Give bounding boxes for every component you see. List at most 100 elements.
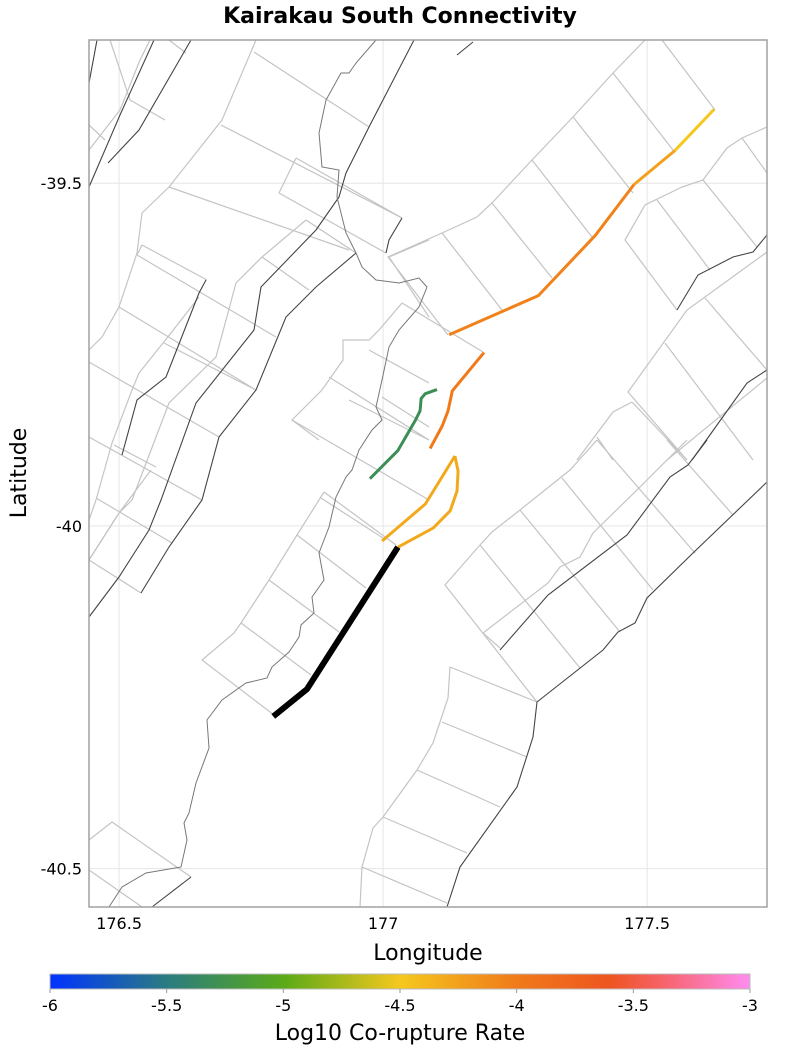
connected-section: [632, 149, 677, 186]
fault-section-outline: [416, 769, 501, 808]
fault-section-outline: [240, 622, 312, 676]
fault-section-outline: [479, 544, 581, 669]
fault-trace: [385, 217, 403, 254]
colorbar-tick-label: -3.5: [618, 996, 649, 1015]
fault-section-outline: [572, 116, 634, 194]
colorbar-tick-label: -5: [275, 996, 291, 1015]
fault-section-outline: [88, 469, 152, 561]
fault-section-outline: [88, 821, 192, 878]
fault-section-outline: [328, 376, 430, 441]
y-tick-label: -40.5: [41, 860, 82, 879]
connected-section: [368, 388, 438, 480]
fault-section-outline: [95, 497, 173, 544]
fault-section-outline: [382, 816, 468, 854]
y-axis-label: Latitude: [7, 428, 32, 519]
connected-section: [428, 351, 486, 450]
fault-section-outline: [596, 439, 696, 554]
fault-section-outline: [291, 419, 430, 501]
fault-trace: [691, 369, 768, 461]
fault-section-outline: [449, 666, 538, 703]
connected-section: [397, 455, 460, 549]
fault-trace: [151, 876, 192, 908]
connected-section: [448, 183, 636, 337]
fault-section-outline: [361, 866, 448, 904]
colorbar: [49, 973, 751, 990]
chart-title: Kairakau South Connectivity: [223, 4, 577, 29]
fault-trace: [446, 481, 768, 908]
fault-section-outline: [702, 179, 758, 248]
background-fault-sections: [88, 39, 768, 908]
plot-area: [88, 39, 768, 908]
x-tick-label: 176.5: [96, 914, 142, 933]
fault-section-outline: [88, 296, 200, 521]
fault-trace: [456, 41, 474, 56]
fault-section-outline: [666, 439, 734, 516]
colorbar-ticks: -6 -5.5 -5 -4.5 -4 -3.5 -3: [42, 989, 758, 1015]
fault-section-outline: [519, 509, 621, 633]
fault-section-outline: [220, 124, 403, 219]
fault-section-outline: [531, 159, 593, 238]
colorbar-tick-label: -5.5: [151, 996, 182, 1015]
fault-trace: [88, 39, 155, 188]
fault-section-outline: [141, 244, 208, 281]
fault-section-outline: [441, 232, 503, 311]
fault-trace: [140, 252, 357, 594]
fault-section-outline: [88, 559, 142, 594]
colorbar-tick-label: -3: [742, 996, 758, 1015]
fault-section-outline: [88, 436, 203, 501]
coastline: [108, 39, 428, 908]
plot-frame: [88, 39, 768, 908]
fault-section-outline: [88, 361, 220, 438]
fault-section-outline: [109, 39, 166, 121]
fault-section-outline: [253, 51, 370, 128]
fault-section-outline: [482, 439, 688, 649]
target-section: [271, 545, 401, 719]
fault-trace: [499, 439, 708, 651]
fault-section-outline: [136, 244, 143, 256]
fault-section-outline: [291, 302, 403, 441]
fault-section-outline: [444, 439, 598, 703]
connected-section: [381, 455, 457, 543]
x-tick-label: 177.5: [624, 914, 670, 933]
fault-section-outline: [168, 186, 350, 251]
fault-trace: [676, 234, 768, 311]
fault-section-outline: [627, 251, 768, 461]
gridlines: [89, 40, 767, 907]
colorbar-tick-label: -4: [509, 996, 525, 1015]
fault-section-outline: [88, 39, 257, 351]
y-axis-ticks: -39.5 -40 -40.5: [41, 174, 82, 878]
fault-section-outline: [656, 199, 711, 271]
x-tick-label: 177: [368, 914, 399, 933]
fault-section-outline: [491, 202, 553, 279]
fault-trace: [88, 39, 415, 618]
x-axis-ticks: 176.5 177 177.5: [96, 914, 670, 933]
fault-section-outline: [305, 219, 357, 254]
fault-section-outline: [136, 254, 277, 338]
fault-section-outline: [88, 869, 143, 908]
fault-section-outline: [88, 124, 106, 141]
fault-section-outline: [278, 157, 297, 194]
fault-section-outline: [295, 157, 403, 219]
colorbar-tick-label: -6: [42, 996, 58, 1015]
fault-section-outline: [664, 342, 754, 461]
fault-section-outline: [612, 72, 674, 151]
fault-section-outline: [561, 477, 654, 591]
fault-section-outline: [261, 256, 310, 291]
fault-section-outline: [268, 579, 340, 633]
fault-section-outline: [624, 126, 768, 311]
fault-section-outline: [88, 39, 151, 151]
fault-section-outline: [278, 192, 387, 254]
fault-section-outline: [320, 497, 387, 541]
fault-section-outline: [113, 444, 157, 468]
fault-trace: [107, 39, 192, 164]
connected-fault-sections: [271, 108, 716, 719]
fault-section-outline: [118, 306, 257, 391]
fault-section-outline: [741, 137, 768, 174]
fault-section-outline: [368, 349, 430, 384]
fault-section-outline: [631, 401, 688, 461]
y-tick-label: -40: [56, 517, 82, 536]
x-axis-label: Longitude: [373, 941, 482, 966]
fault-section-outline: [576, 401, 633, 461]
fault-section-outline: [666, 377, 768, 461]
